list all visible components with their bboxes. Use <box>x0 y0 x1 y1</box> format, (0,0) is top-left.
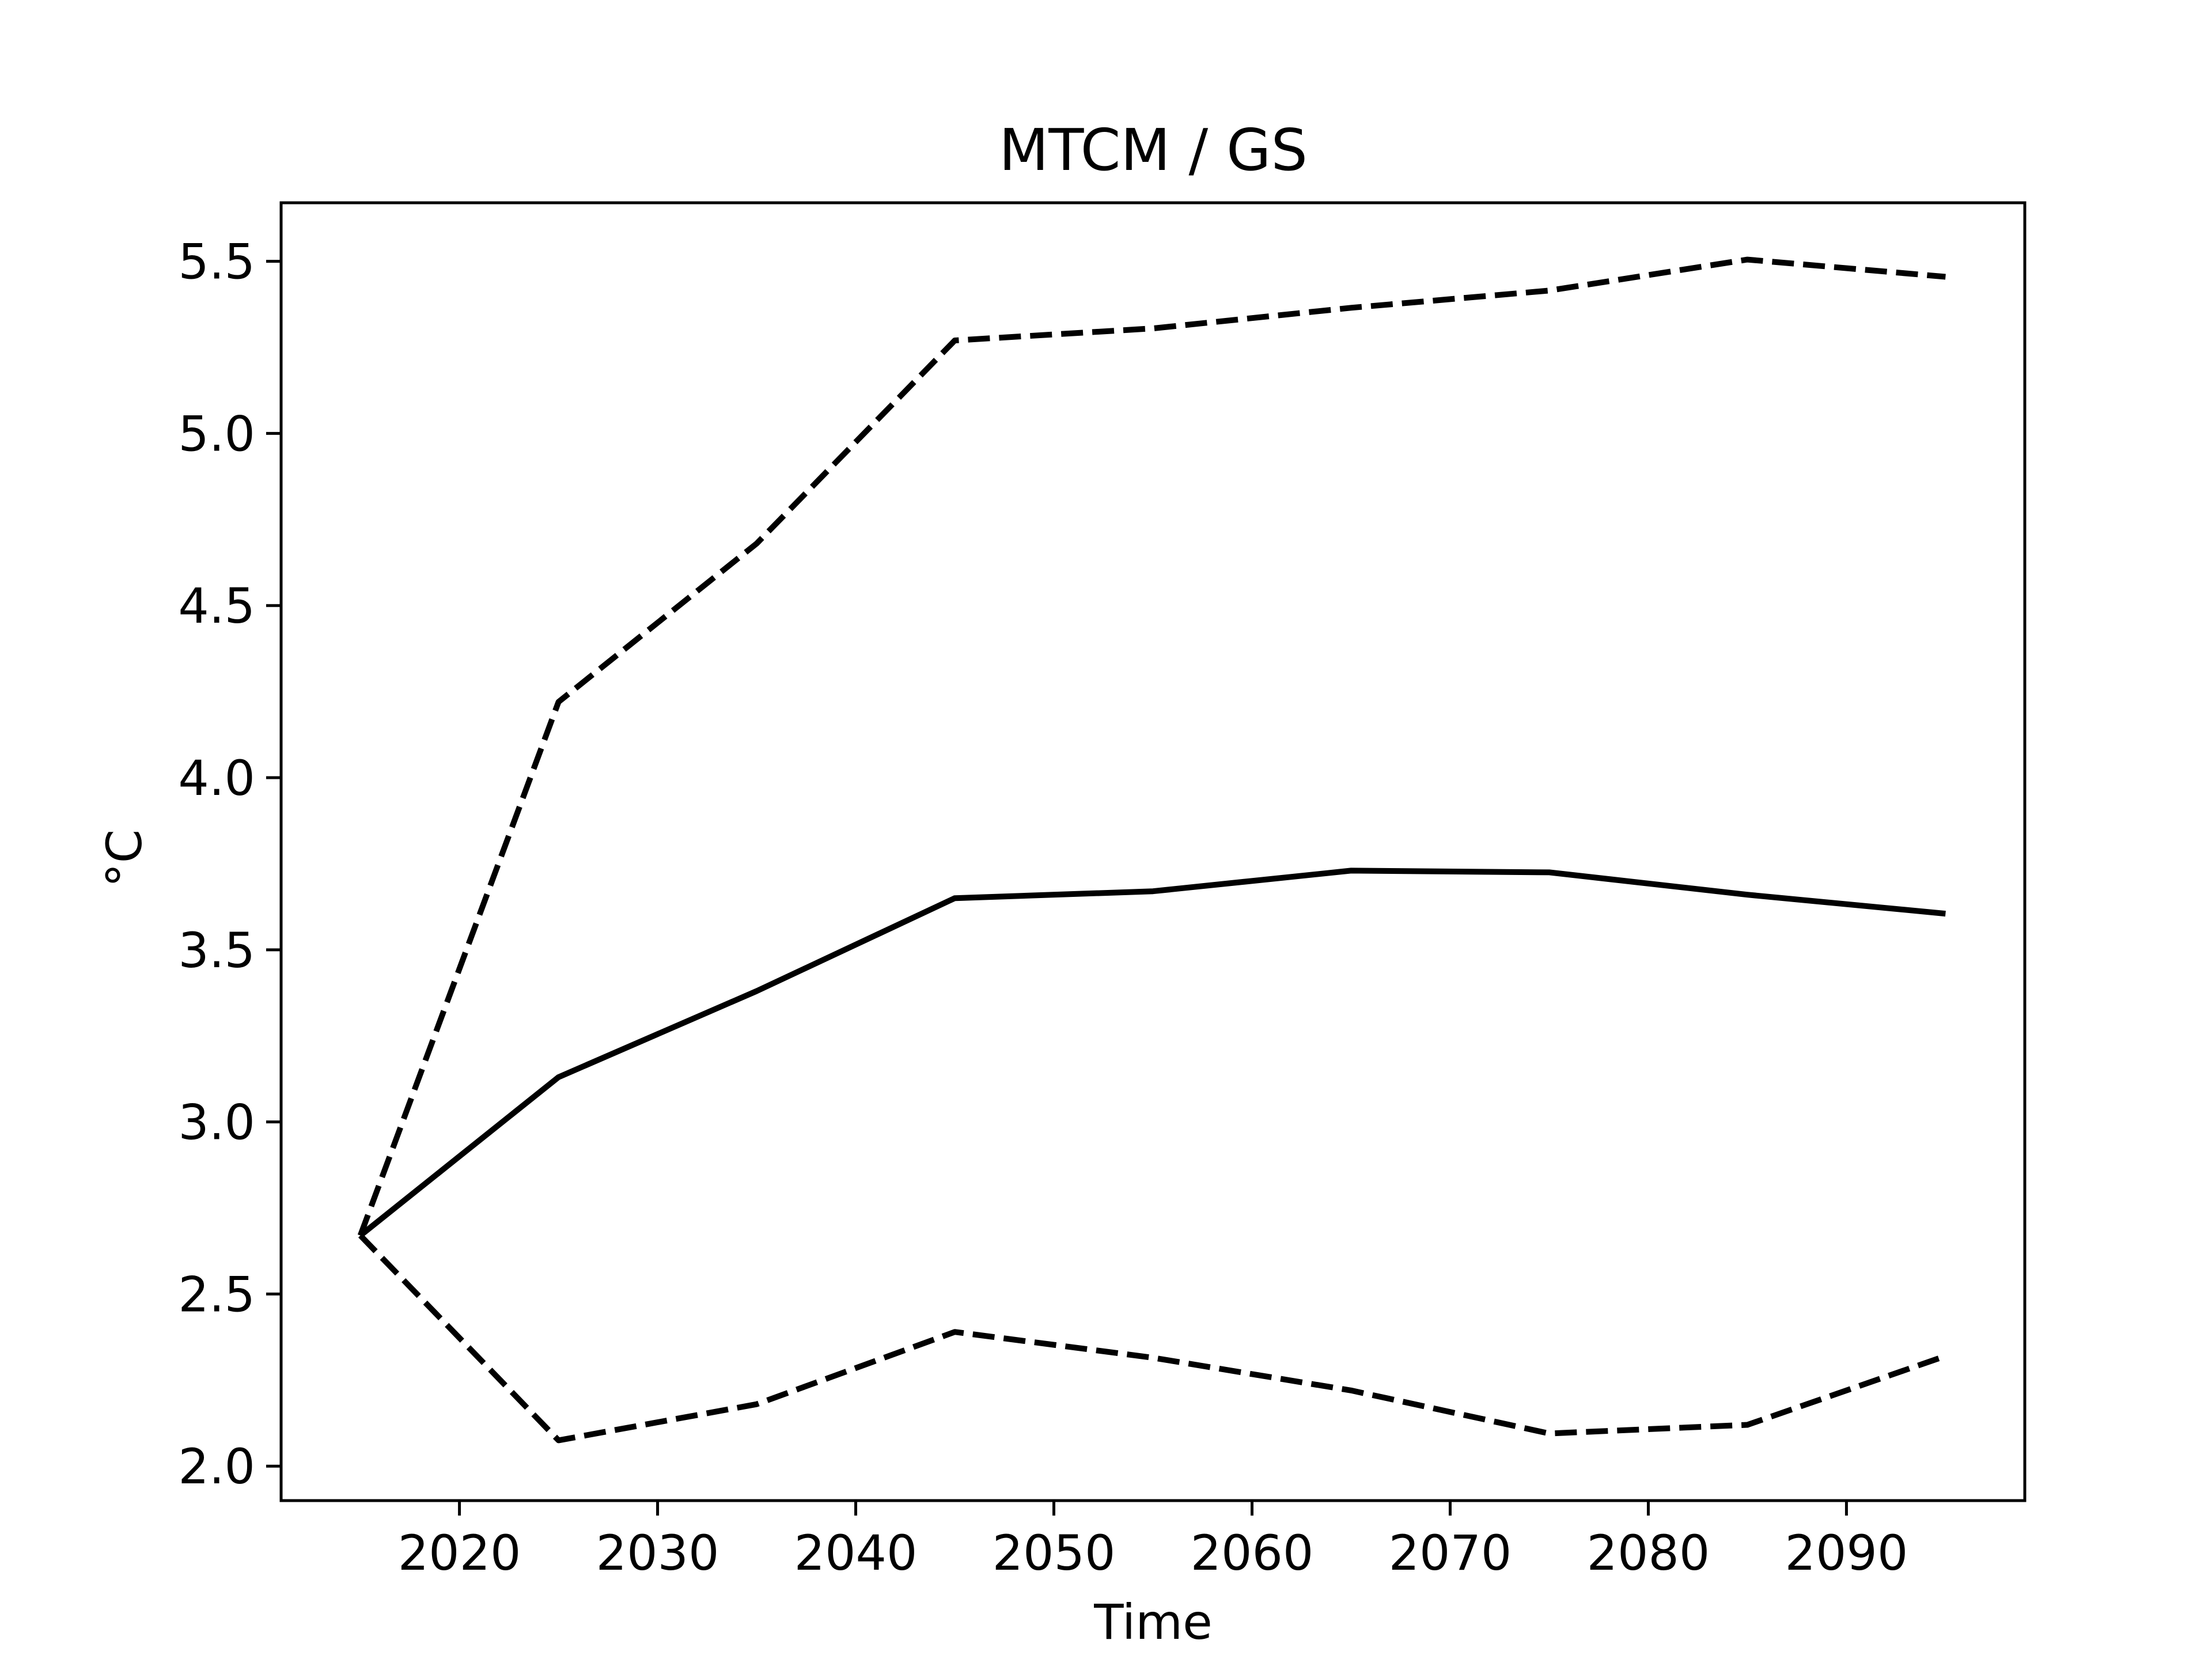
x-tick-label-2040: 2040 <box>794 1525 918 1581</box>
plot-frame <box>279 201 2027 1502</box>
chart-title: MTCM / GS <box>999 116 1308 184</box>
series-line-3 <box>358 1233 1947 1444</box>
x-tick-label-2020: 2020 <box>398 1525 521 1581</box>
y-tick-label-2.5: 2.5 <box>178 1266 255 1323</box>
y-tick-label-4.0: 4.0 <box>178 750 255 806</box>
x-tick-label-2060: 2060 <box>1191 1525 1314 1581</box>
y-tick-label-5.0: 5.0 <box>178 406 255 462</box>
series-line-1 <box>358 868 1946 1238</box>
y-tick-label-4.5: 4.5 <box>178 578 255 634</box>
x-tick-label-2030: 2030 <box>596 1525 719 1581</box>
x-tick-label-2080: 2080 <box>1587 1525 1710 1581</box>
x-axis-label: Time <box>1093 1594 1213 1650</box>
y-axis-label: °C <box>96 830 153 888</box>
x-axis: 2020 2030 2040 2050 2060 2070 2080 2090 <box>398 1501 1908 1581</box>
y-tick-label-2.0: 2.0 <box>178 1438 255 1495</box>
series-line-2 <box>357 256 1946 1237</box>
y-tick-label-5.5: 5.5 <box>178 234 255 290</box>
x-tick-label-2070: 2070 <box>1389 1525 1512 1581</box>
y-tick-label-3.0: 3.0 <box>178 1094 255 1151</box>
y-axis: 2.0 2.5 3.0 3.5 4.0 4.5 5.0 5.5 <box>178 234 281 1495</box>
x-tick-label-2090: 2090 <box>1785 1525 1908 1581</box>
x-tick-label-2050: 2050 <box>993 1525 1116 1581</box>
y-tick-label-3.5: 3.5 <box>178 922 255 979</box>
series-layer <box>357 256 1947 1444</box>
